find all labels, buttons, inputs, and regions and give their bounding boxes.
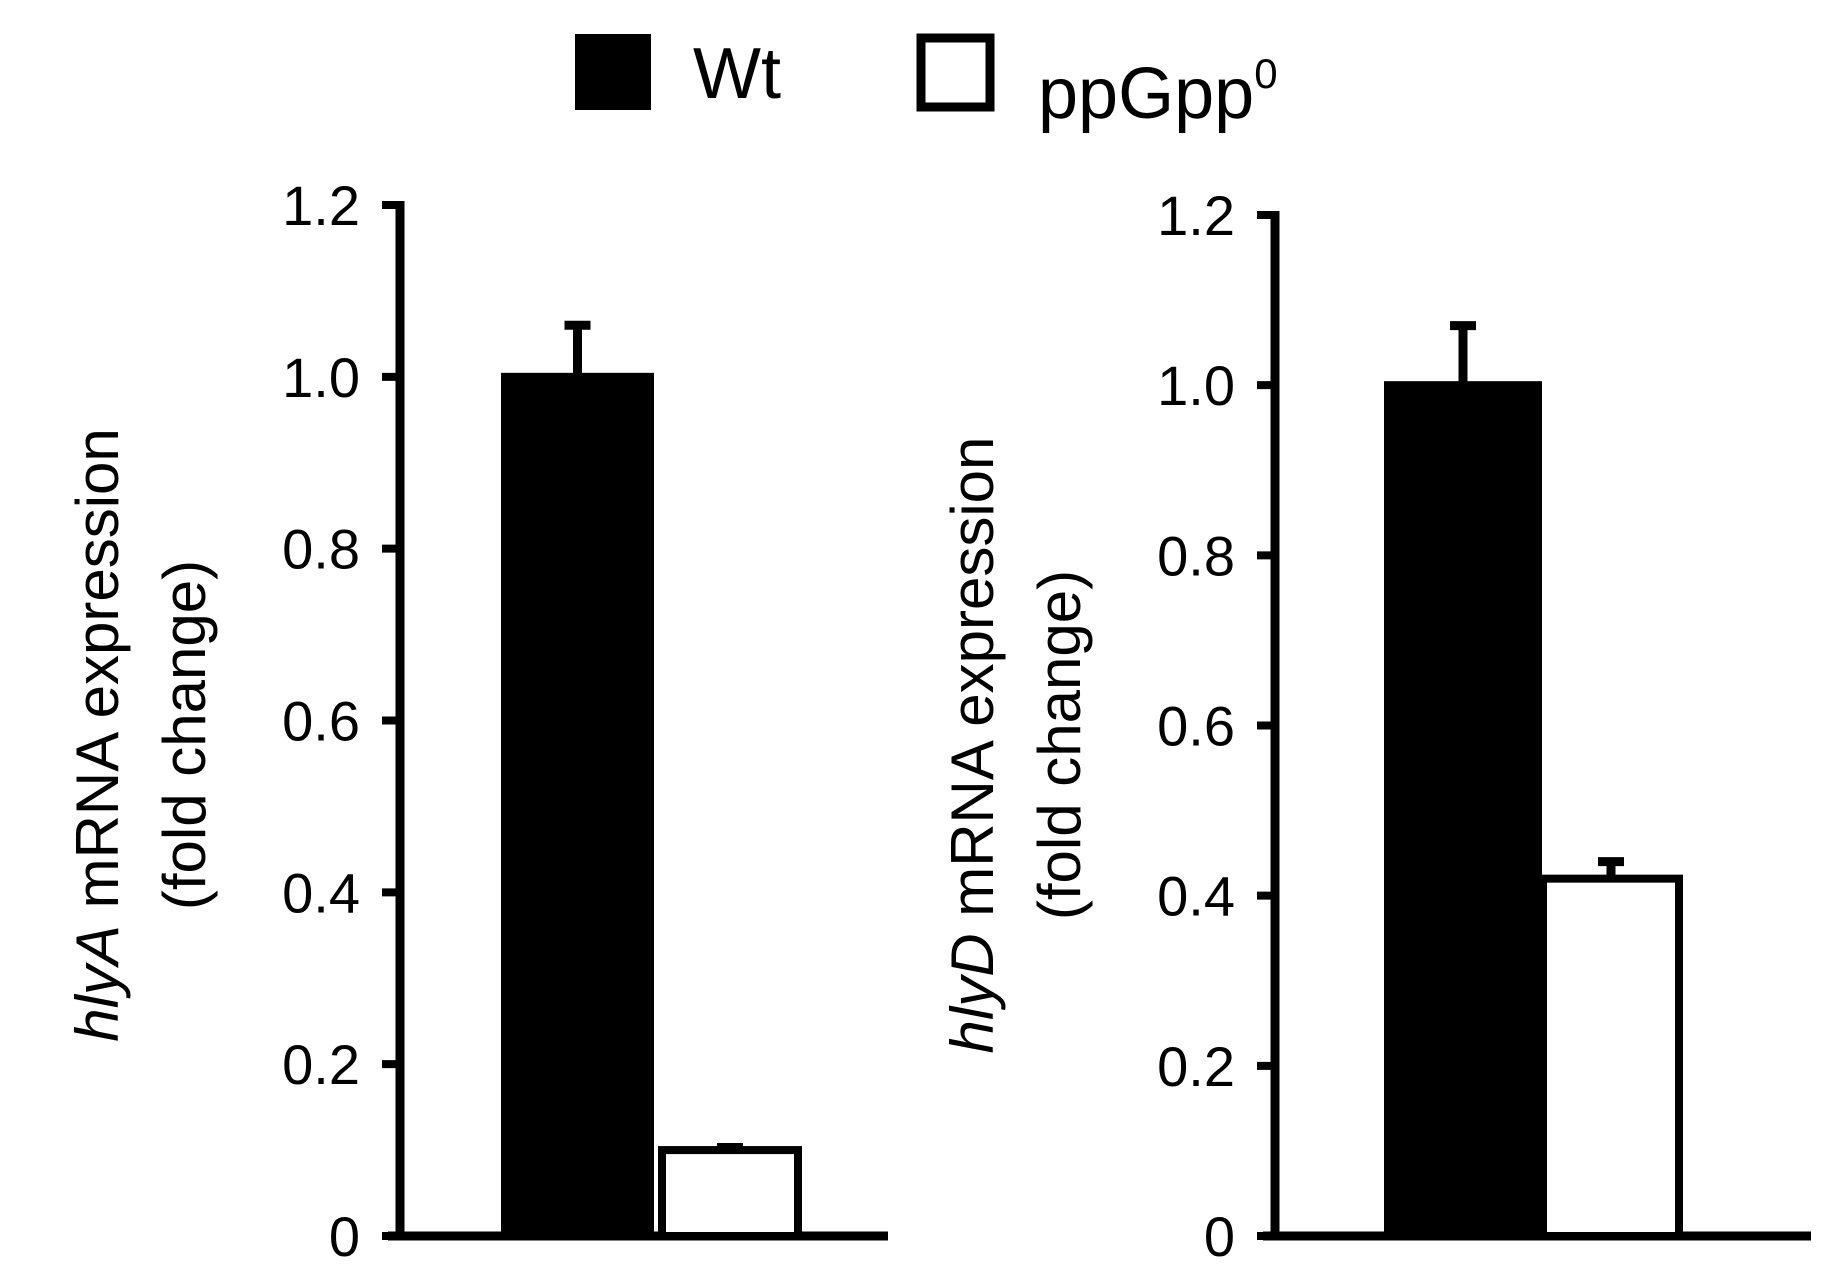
hlya-ytick-label: 0.4 [282,861,360,924]
hlyd-ytick-label: 0 [1204,1205,1235,1267]
hlyd-ytick-label: 1.0 [1157,354,1235,417]
hlya-ylabel-line1: hlyA mRNA expression [64,428,131,1042]
chart-hlyd: 0 0.2 0.4 0.6 0.8 1.0 1.2 hlyD mRNA expression (… [939,184,1811,1267]
hlya-ytick-label: 0.8 [282,518,360,581]
hlyd-bar-wt [1384,381,1542,1240]
legend-label-ppgpp0-text: ppGpp [1038,54,1254,134]
hlya-ylabel-line2: (fold change) [151,560,218,910]
hlya-ytick-label: 1.0 [282,346,360,409]
hlya-ytick-label: 1.2 [282,174,360,237]
hlya-ylabel-gene: hlyA [64,925,131,1042]
legend-swatch-ppgpp0 [916,33,995,112]
hlya-bar-ppgpp0 [658,1146,802,1241]
hlyd-ytick-label: 1.2 [1157,184,1235,247]
hlyd-ytick-label: 0.2 [1157,1035,1235,1098]
hlyd-ylabel-gene: hlyD [939,933,1006,1053]
hlya-ytick-label: 0 [329,1205,360,1267]
hlya-bar-wt [501,372,654,1241]
legend: Wt ppGpp0 [575,33,1278,134]
legend-label-wt: Wt [693,34,781,114]
legend-swatch-wt [575,34,651,110]
hlyd-ytick-label: 0.6 [1157,695,1235,758]
hlya-ytick-label: 0.2 [282,1033,360,1096]
hlyd-ylabel-line1: hlyD mRNA expression [939,437,1006,1054]
hlyd-ylabel-rest: mRNA expression [939,437,1006,934]
hlyd-ytick-label: 0.8 [1157,524,1235,587]
legend-label-ppgpp0-superscript: 0 [1254,50,1277,97]
legend-label-ppgpp0: ppGpp0 [1038,50,1278,134]
hlyd-ytick-label: 0.4 [1157,865,1235,928]
hlyd-ylabel-line2: (fold change) [1026,570,1093,920]
chart-hlya: 0 0.2 0.4 0.6 0.8 1.0 1.2 hlyA mRNA expression (… [64,174,888,1267]
hlyd-bar-ppgpp0 [1539,874,1683,1241]
hlya-ytick-label: 0.6 [282,690,360,753]
hlya-ylabel-rest: mRNA expression [64,428,131,925]
